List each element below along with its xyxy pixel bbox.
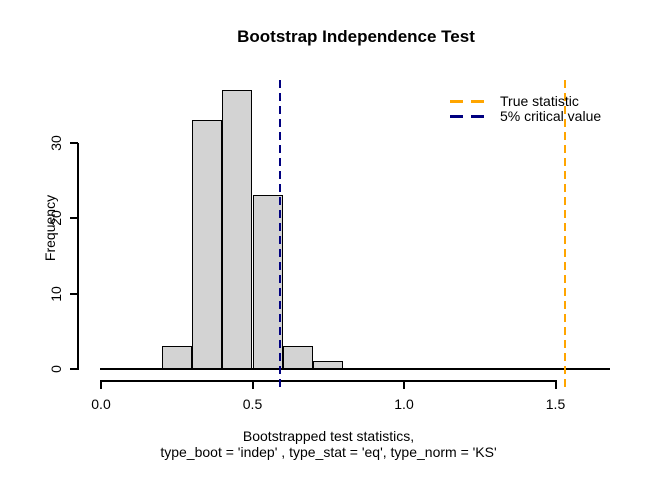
histogram-bar bbox=[282, 346, 314, 369]
x-tick-label: 0.5 bbox=[242, 396, 263, 412]
histogram-bar bbox=[191, 119, 223, 369]
x-axis-label-line2: type_boot = 'indep' , type_stat = 'eq', … bbox=[160, 444, 497, 460]
x-tick-label: 1.5 bbox=[545, 396, 566, 412]
histogram-bar bbox=[222, 89, 253, 369]
histogram-bar bbox=[161, 346, 192, 369]
y-axis-tick bbox=[70, 292, 78, 295]
x-tick-label: 1.0 bbox=[394, 396, 414, 412]
x-axis-line bbox=[101, 380, 557, 382]
navy-dashed-line-swatch bbox=[450, 115, 484, 118]
baseline bbox=[100, 368, 610, 370]
legend-label-critical-value: 5% critical value bbox=[500, 108, 602, 124]
legend-item-true-statistic: True statistic bbox=[450, 94, 601, 109]
y-axis-tick bbox=[70, 141, 78, 144]
y-axis-tick bbox=[70, 368, 78, 370]
histogram-bar bbox=[252, 195, 283, 369]
y-tick-label: 0 bbox=[48, 365, 64, 373]
true-statistic-line bbox=[563, 80, 566, 389]
legend-label-true-statistic: True statistic bbox=[500, 93, 579, 109]
x-axis-label-line1: Bootstrapped test statistics, bbox=[242, 428, 415, 444]
x-axis-tick bbox=[403, 380, 405, 389]
legend: True statistic 5% critical value bbox=[450, 94, 601, 124]
x-axis-tick bbox=[251, 380, 254, 389]
orange-dashed-line-swatch bbox=[450, 100, 484, 103]
x-axis-label: Bootstrapped test statistics, type_boot … bbox=[101, 428, 556, 460]
y-tick-label: 10 bbox=[48, 285, 64, 302]
legend-item-critical-value: 5% critical value bbox=[450, 109, 601, 124]
x-axis-tick bbox=[554, 380, 557, 389]
x-axis-tick bbox=[100, 380, 102, 389]
critical-value-line bbox=[278, 80, 281, 389]
x-tick-label: 0.0 bbox=[91, 396, 111, 412]
y-tick-label: 30 bbox=[48, 134, 64, 151]
y-axis-tick bbox=[70, 217, 78, 219]
chart-title: Bootstrap Independence Test bbox=[237, 27, 475, 46]
y-axis-line bbox=[77, 142, 79, 370]
y-tick-label: 20 bbox=[48, 210, 64, 226]
